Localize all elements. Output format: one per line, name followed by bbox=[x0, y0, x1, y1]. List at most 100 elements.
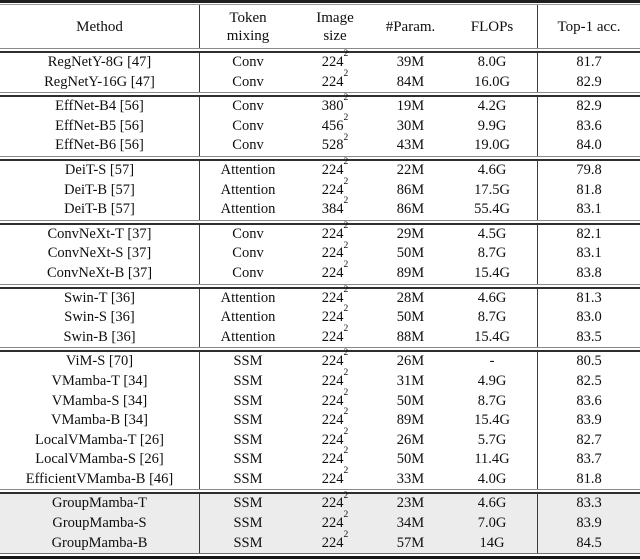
method-cell: GroupMamba-T bbox=[0, 494, 200, 515]
method-cell: VMamba-S [34] bbox=[0, 391, 200, 412]
image-size-cell: 2242 bbox=[296, 69, 374, 93]
table-row: LocalVMamba-T [26] SSM 2242 26M 5.7G 82.7 bbox=[0, 427, 640, 451]
token-mixing-cell: Conv bbox=[232, 54, 264, 70]
image-size-cell: 2242 bbox=[296, 285, 374, 309]
image-size-cell: 2242 bbox=[296, 466, 374, 490]
image-size-exponent: 2 bbox=[343, 132, 349, 143]
column-header-image-size: Image size bbox=[316, 9, 354, 44]
method-cell: ConvNeXt-S [37] bbox=[0, 244, 200, 264]
flops-cell: 17.5G bbox=[474, 181, 510, 198]
image-size-cell: 2242 bbox=[296, 49, 374, 73]
column-header-method: Method bbox=[0, 5, 200, 48]
token-mixing-cell: Conv bbox=[232, 98, 264, 115]
params-cell: 43M bbox=[396, 137, 425, 154]
image-size-exponent: 2 bbox=[343, 348, 349, 359]
image-size-exponent: 2 bbox=[343, 529, 349, 540]
method-cell: ConvNeXt-T [37] bbox=[0, 224, 200, 245]
table-row: EffNet-B4 [56] Conv 3802 19M 4.2G 82.9 bbox=[0, 94, 640, 117]
table-row: Swin-S [36] Attention 2242 50M 8.7G 83.0 bbox=[0, 305, 640, 328]
image-size-value: 2242 bbox=[321, 323, 349, 345]
image-size-cell: 2242 bbox=[296, 323, 374, 348]
top1-acc-cell: 83.7 bbox=[537, 450, 640, 470]
params-cell: 50M bbox=[396, 451, 425, 468]
image-size-cell: 2242 bbox=[296, 368, 374, 392]
image-size-value: 5282 bbox=[321, 132, 349, 154]
image-size-value: 4562 bbox=[321, 112, 349, 134]
params-cell: 22M bbox=[396, 161, 425, 178]
method-cell: DeiT-S [57] bbox=[0, 160, 200, 181]
method-cell: VMamba-B [34] bbox=[0, 411, 200, 431]
top1-acc-cell: 84.0 bbox=[537, 136, 640, 156]
table-header: Method Token mixing Image size #Param. F… bbox=[0, 5, 640, 48]
image-size-exponent: 2 bbox=[343, 466, 349, 477]
flops-cell: 4.6G bbox=[477, 289, 507, 306]
image-size-exponent: 2 bbox=[343, 446, 349, 457]
table-section: DeiT-S [57] Attention 2242 22M 4.6G 79.8 DeiT-… bbox=[0, 157, 640, 220]
image-size-exponent: 2 bbox=[343, 407, 349, 418]
top1-acc-cell: 83.1 bbox=[537, 200, 640, 220]
image-size-exponent: 2 bbox=[343, 240, 349, 251]
method-cell: GroupMamba-S bbox=[0, 514, 200, 534]
top1-acc-cell: 82.9 bbox=[537, 97, 640, 117]
top1-acc-cell: 83.8 bbox=[537, 263, 640, 284]
token-mixing-cell: Attention bbox=[220, 328, 276, 345]
image-size-exponent: 2 bbox=[343, 93, 349, 104]
top1-acc-cell: 83.1 bbox=[537, 244, 640, 264]
image-size-value: 2242 bbox=[321, 510, 349, 532]
flops-cell: 55.4G bbox=[474, 201, 510, 218]
params-cell: 33M bbox=[396, 470, 425, 487]
token-mixing-cell: SSM bbox=[233, 431, 263, 448]
flops-cell: 8.7G bbox=[477, 392, 507, 409]
image-size-value: 2242 bbox=[321, 220, 349, 242]
top1-acc-cell: 81.8 bbox=[537, 469, 640, 490]
table-row: Swin-B [36] Attention 2242 88M 15.4G 83.5 bbox=[0, 323, 640, 348]
method-cell: EfficientVMamba-B [46] bbox=[0, 469, 200, 490]
section-divider bbox=[0, 48, 640, 53]
table-section: RegNetY-8G [47] Conv 2242 39M 8.0G 81.7 RegNet… bbox=[0, 49, 640, 93]
top1-acc-cell: 82.5 bbox=[537, 371, 640, 392]
top1-acc-cell: 81.3 bbox=[537, 288, 640, 309]
params-cell: 57M bbox=[396, 534, 425, 551]
params-cell: 28M bbox=[396, 289, 425, 306]
top1-acc-cell: 79.8 bbox=[537, 160, 640, 181]
method-cell: DeiT-B [57] bbox=[0, 180, 200, 201]
top1-acc-cell: 83.6 bbox=[537, 391, 640, 412]
params-cell: 50M bbox=[396, 245, 425, 262]
section-divider bbox=[0, 219, 640, 225]
image-size-exponent: 2 bbox=[343, 157, 349, 168]
image-size-cell: 2242 bbox=[296, 157, 374, 181]
params-cell: 26M bbox=[396, 431, 425, 448]
table-row: VMamba-T [34] SSM 2242 31M 4.9G 82.5 bbox=[0, 368, 640, 392]
image-size-exponent: 2 bbox=[343, 196, 349, 207]
image-size-cell: 2242 bbox=[296, 491, 374, 514]
token-mixing-cell: SSM bbox=[233, 412, 263, 429]
params-cell: 34M bbox=[396, 515, 425, 532]
table-row: DeiT-S [57] Attention 2242 22M 4.6G 79.8 bbox=[0, 157, 640, 181]
params-cell: 26M bbox=[396, 353, 425, 370]
image-size-exponent: 2 bbox=[343, 68, 349, 79]
image-size-exponent: 2 bbox=[343, 426, 349, 437]
table-row: RegNetY-16G [47] Conv 2242 84M 16.0G 82.9 bbox=[0, 69, 640, 93]
flops-cell: 4.5G bbox=[477, 225, 507, 242]
token-mixing-cell: Conv bbox=[232, 117, 264, 134]
table-row: EfficientVMamba-B [46] SSM 2242 33M 4.0G 81.8 bbox=[0, 466, 640, 490]
image-size-value: 2242 bbox=[321, 157, 349, 178]
column-header-params: #Param. bbox=[385, 18, 436, 35]
token-mixing-cell: SSM bbox=[233, 495, 263, 512]
top1-acc-cell: 84.5 bbox=[537, 533, 640, 554]
image-size-exponent: 2 bbox=[343, 260, 349, 271]
top1-acc-cell: 81.8 bbox=[537, 180, 640, 201]
params-cell: 88M bbox=[396, 328, 425, 345]
token-mixing-cell: Attention bbox=[220, 309, 276, 326]
flops-cell: 4.6G bbox=[477, 161, 507, 178]
flops-cell: 16.0G bbox=[474, 73, 510, 90]
top1-acc-cell: 83.0 bbox=[537, 308, 640, 328]
flops-cell: 4.9G bbox=[477, 372, 507, 389]
table-row: Swin-T [36] Attention 2242 28M 4.6G 81.3 bbox=[0, 285, 640, 309]
params-cell: 19M bbox=[396, 98, 425, 115]
table-row: EffNet-B5 [56] Conv 4562 30M 9.9G 83.6 bbox=[0, 112, 640, 137]
top1-acc-cell: 83.9 bbox=[537, 411, 640, 431]
table-section: ViM-S [70] SSM 2242 26M - 80.5 VMamba-T [34] SS… bbox=[0, 349, 640, 490]
image-size-cell: 2242 bbox=[296, 408, 374, 431]
